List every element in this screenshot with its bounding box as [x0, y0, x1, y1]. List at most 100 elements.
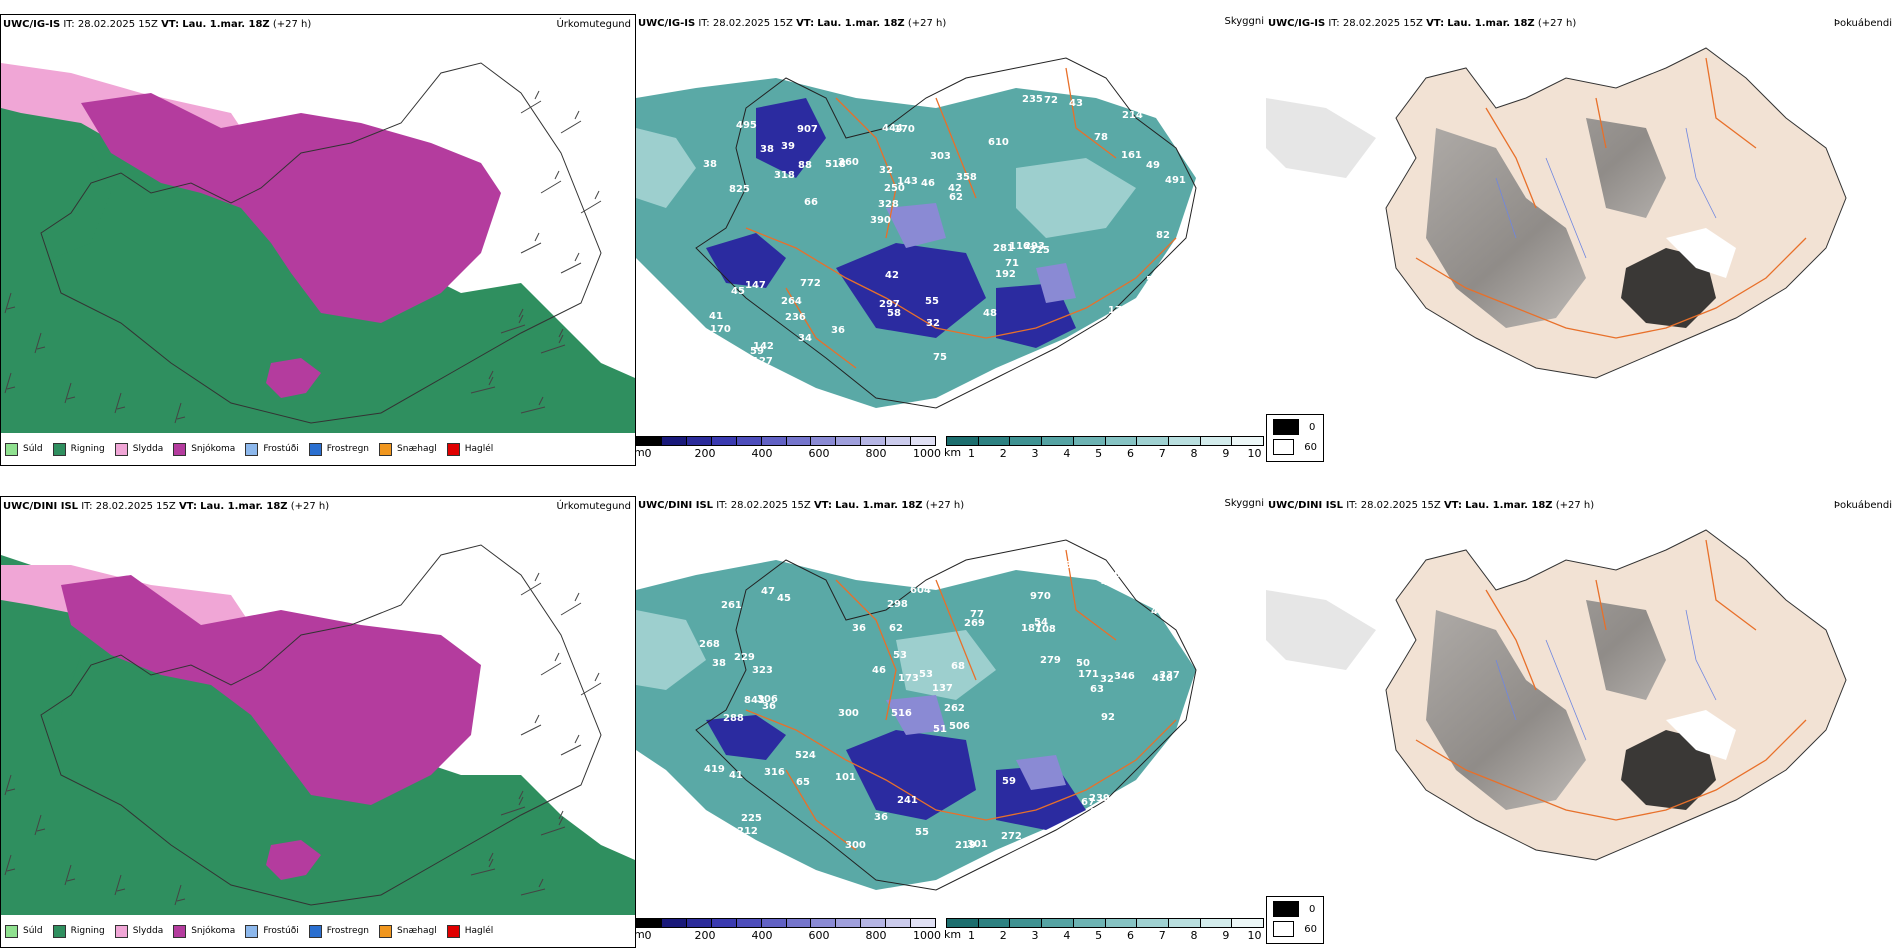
panel-title: UWC/DINI ISL IT: 28.02.2025 15Z VT: Lau.… — [3, 501, 330, 512]
cloud-base-label: 298 — [887, 599, 908, 610]
fog-haze-west — [1266, 98, 1376, 178]
glacier-white — [1666, 710, 1736, 760]
snow-area-main — [81, 93, 501, 323]
legend-item: Frostregn — [308, 924, 369, 938]
cloud-base-label: 229 — [734, 652, 755, 663]
cloudbase-colorbar-ticks: 0 200 400 600 800 1000 — [644, 447, 942, 460]
roads — [1415, 57, 1807, 339]
cloud-base-labels: 500 825 214 390 610 142 444 303 147 260 170 236 170 3… — [703, 71, 1186, 367]
fog-shading — [1426, 600, 1666, 810]
rain-area-north — [1, 93, 111, 263]
cloud-base-label: 171 — [1078, 669, 1099, 680]
panel-title: UWC/DINI ISL IT: 28.02.2025 15Z VT: Lau.… — [1268, 500, 1595, 511]
roads — [1415, 539, 1807, 821]
cloud-base-label: 58 — [887, 308, 901, 319]
visibility-colorbar: 1 2 3 4 5 6 7 8 9 10 km — [944, 436, 1264, 460]
cloud-visibility-panel-1: UWC/IG-IS IT: 28.02.2025 15Z VT: Lau. 1.… — [634, 14, 1266, 466]
cloud-base-label: 82 — [1156, 230, 1170, 241]
wind-barbs — [4, 572, 602, 906]
cloud-base-label: 50 — [711, 352, 725, 363]
cloud-base-label: 88 — [798, 160, 812, 171]
visibility-colorbar-ticks: 1 2 3 4 5 6 7 8 9 10 — [967, 929, 1262, 942]
cloud-base-label: 376 — [1065, 560, 1086, 571]
cloud-base-label: 418 — [837, 568, 858, 579]
cloud-base-label: 161 — [1121, 150, 1142, 161]
legend-item: Haglél — [446, 442, 493, 456]
fog-legend-swatch — [1273, 901, 1299, 917]
cloudbase-colorbar-bar — [636, 918, 936, 928]
cloud-base-label: 236 — [785, 312, 806, 323]
precip-type-legend: Súld Rigning Slydda Snjókoma Frostúði Fr… — [5, 923, 493, 939]
legend-swatch — [308, 924, 322, 938]
cloud-base-label: 301 — [967, 839, 988, 850]
cloud-base-label: 68 — [905, 71, 919, 82]
cloud-base-label: 187 — [1021, 623, 1042, 634]
legend-item: Frostúði — [245, 442, 299, 456]
coastline — [695, 57, 1197, 409]
precip-type-map — [1, 33, 635, 433]
cloud-base-label: 36 — [762, 701, 776, 712]
cloud-base-label: 62 — [949, 192, 963, 203]
legend-swatch — [308, 442, 322, 456]
cloud-base-label: 907 — [797, 124, 818, 135]
cloud-base-label: 219 — [955, 840, 976, 851]
rain-area-north — [1, 585, 81, 735]
fog-legend: 0 60 — [1266, 414, 1324, 462]
legend-item: Frostregn — [308, 442, 369, 456]
cloud-base-label: 316 — [884, 82, 905, 93]
cloud-visibility-map: 500 825 214 390 610 142 444 303 147 260 170 236 170 3… — [636, 38, 1266, 428]
snow-area-south — [266, 840, 321, 880]
cloud-base-label: 293 — [1024, 241, 1045, 252]
legend-item: Rigning — [52, 442, 105, 456]
cloud-base-label: 39 — [781, 141, 795, 152]
legend-item: Slydda — [114, 442, 163, 456]
cloud-base-label: 77 — [970, 609, 984, 620]
fog-index-panel-2: UWC/DINI ISL IT: 28.02.2025 15Z VT: Lau.… — [1266, 496, 1900, 948]
cloud-base-label: 297 — [879, 299, 900, 310]
legend-swatch — [173, 442, 187, 456]
cloud-base-label: 212 — [737, 826, 758, 837]
cloud-base-label: 192 — [995, 269, 1016, 280]
legend-item: Snjókoma — [173, 924, 235, 938]
snow-area-south — [266, 358, 321, 398]
cloud-visibility-panel-2: UWC/DINI ISL IT: 28.02.2025 15Z VT: Lau.… — [634, 496, 1266, 948]
cloud-base-label: 272 — [1001, 831, 1022, 842]
cloud-base-label: 500 — [1114, 337, 1135, 348]
cloud-base-label: 316 — [764, 767, 785, 778]
cloud-base-label: 303 — [930, 151, 951, 162]
wind-barbs — [4, 90, 602, 424]
cloud-base-label: 66 — [1136, 561, 1150, 572]
cloud-base-label: 42 — [948, 183, 962, 194]
visibility-unit: km — [944, 928, 962, 941]
low-cloud-area — [706, 715, 1086, 830]
visibility-colorbar-bar — [946, 436, 1264, 446]
legend-item: Súld — [5, 442, 43, 456]
cloud-base-label: 36 — [1107, 569, 1121, 580]
fog-dense — [1621, 730, 1716, 810]
cloud-base-label: 82 — [1090, 807, 1104, 818]
cloud-base-label: 143 — [897, 176, 918, 187]
cloud-base-label: 32 — [1100, 674, 1114, 685]
cloud-base-label: 288 — [723, 713, 744, 724]
cloud-base-label: 390 — [870, 215, 891, 226]
cloud-base-label: 62 — [889, 623, 903, 634]
cloud-base-label: 108 — [1035, 624, 1056, 635]
legend-swatch — [446, 924, 460, 938]
cloud-base-label: 43 — [1101, 577, 1115, 588]
visibility-colorbar-ticks: 1 2 3 4 5 6 7 8 9 10 — [967, 447, 1262, 460]
legend-swatch — [52, 442, 66, 456]
panel-title: UWC/IG-IS IT: 28.02.2025 15Z VT: Lau. 1.… — [3, 19, 312, 30]
cloud-base-label: 65 — [796, 777, 810, 788]
cloud-base-label: 318 — [774, 170, 795, 181]
cloud-base-label: 157 — [1076, 336, 1097, 347]
legend-swatch — [173, 924, 187, 938]
coastline — [40, 544, 602, 906]
cloud-base-label: 419 — [704, 764, 725, 775]
precip-type-map — [1, 515, 635, 915]
visibility-haze — [636, 610, 996, 700]
roads — [745, 549, 1177, 851]
cloud-base-label: 51 — [1146, 275, 1160, 286]
precip-type-legend: Súld Rigning Slydda Snjókoma Frostúði Fr… — [5, 441, 493, 457]
cloud-base-label: 179 — [1108, 305, 1129, 316]
cloud-base-label: 610 — [988, 137, 1009, 148]
